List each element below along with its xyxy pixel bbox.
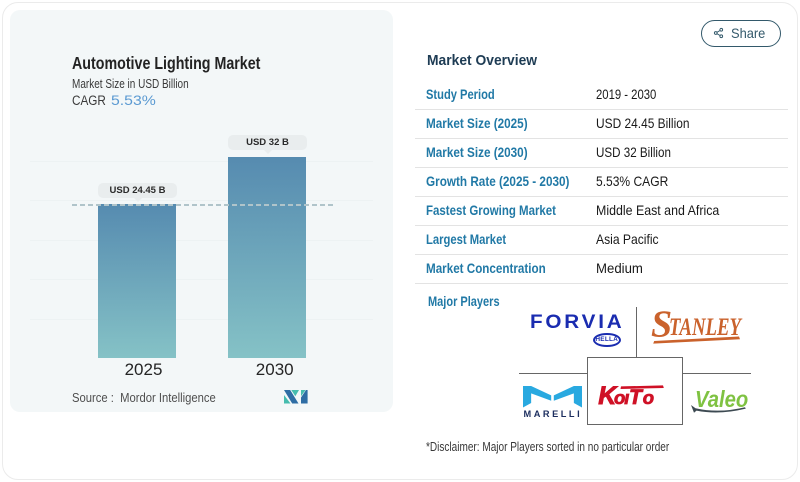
svg-text:TANLEY: TANLEY [669,314,743,341]
svg-text:K: K [598,383,618,406]
svg-text:o: o [614,387,625,406]
svg-text:T: T [629,386,644,406]
svg-text:o: o [643,387,654,406]
svg-text:ı: ı [624,387,629,406]
svg-text:S: S [651,306,672,344]
